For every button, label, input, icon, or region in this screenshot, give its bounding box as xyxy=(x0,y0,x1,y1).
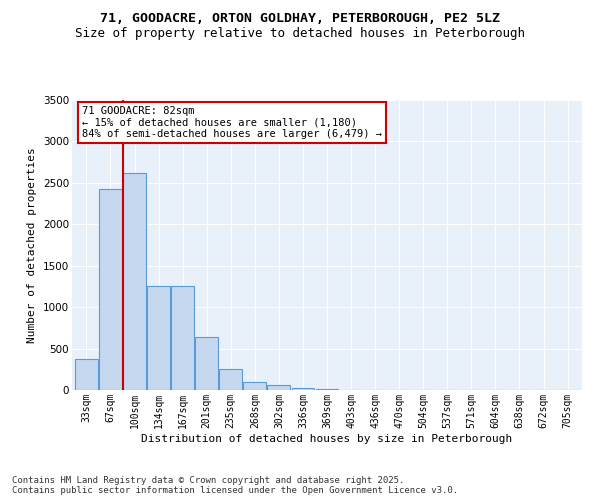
Bar xyxy=(99,190,122,390)
Bar xyxy=(147,286,170,390)
Text: 71 GOODACRE: 82sqm
← 15% of detached houses are smaller (1,180)
84% of semi-deta: 71 GOODACRE: 82sqm ← 15% of detached hou… xyxy=(82,106,382,139)
Bar xyxy=(171,286,194,390)
Bar xyxy=(195,337,218,390)
Bar xyxy=(220,370,242,390)
Bar xyxy=(244,382,266,390)
Text: Size of property relative to detached houses in Peterborough: Size of property relative to detached ho… xyxy=(75,28,525,40)
Y-axis label: Number of detached properties: Number of detached properties xyxy=(28,147,37,343)
Bar xyxy=(75,358,98,390)
X-axis label: Distribution of detached houses by size in Peterborough: Distribution of detached houses by size … xyxy=(142,434,512,444)
Bar xyxy=(123,173,146,390)
Text: 71, GOODACRE, ORTON GOLDHAY, PETERBOROUGH, PE2 5LZ: 71, GOODACRE, ORTON GOLDHAY, PETERBOROUG… xyxy=(100,12,500,26)
Text: Contains HM Land Registry data © Crown copyright and database right 2025.
Contai: Contains HM Land Registry data © Crown c… xyxy=(12,476,458,495)
Bar xyxy=(316,389,338,390)
Bar xyxy=(292,388,314,390)
Bar xyxy=(268,386,290,390)
